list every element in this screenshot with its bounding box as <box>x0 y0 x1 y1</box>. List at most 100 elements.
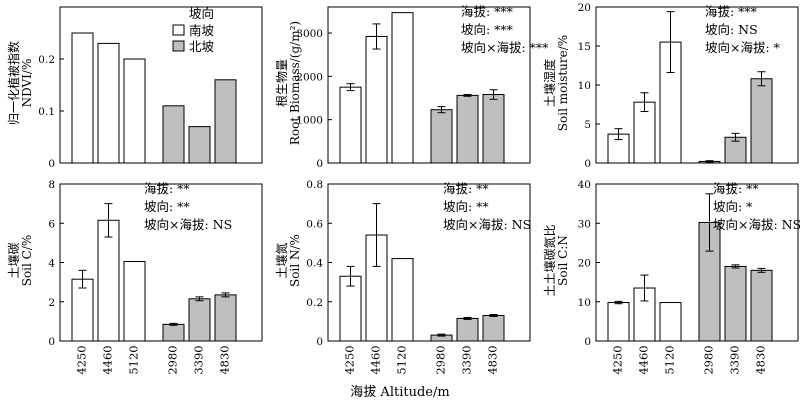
x-tick-label: 4460 <box>369 345 383 374</box>
x-axis-title: 海拔 Altitude/m <box>350 385 449 400</box>
y-axis-label-en: Soil C/% <box>20 235 34 287</box>
x-tick-label: 4460 <box>637 345 651 374</box>
y-tick-label: 40 <box>578 179 591 191</box>
bar-4460 <box>97 42 120 164</box>
bar-3390 <box>456 94 479 164</box>
bar-4250 <box>339 86 362 164</box>
bar-2980 <box>162 323 185 342</box>
stat-annotation: 坡向: *** <box>461 22 514 37</box>
bar-4830 <box>482 94 505 164</box>
x-tick-label: 4250 <box>75 345 89 374</box>
legend-label-south: 南坡 <box>189 23 215 38</box>
bar-2980 <box>430 109 453 164</box>
bar-5120 <box>123 261 146 342</box>
y-tick-label: 0 <box>316 336 323 348</box>
x-tick-label: 4830 <box>486 345 500 374</box>
y-tick-label: 2 <box>48 297 55 309</box>
stat-annotation: 坡向: ** <box>144 199 190 214</box>
panel-5: 0 0.2 0.4 0.6 0.8 4250 4460 5120 2980 3390 4830 土壤氮… <box>274 179 531 375</box>
stat-annotation: 坡向: NS <box>705 22 758 37</box>
y-axis-label-en: NDVI/% <box>20 59 34 108</box>
plot-frame <box>327 6 531 164</box>
y-axis-label-cn: 土壤碳 <box>6 242 21 278</box>
stat-annotation: 海拔: ** <box>713 181 759 196</box>
y-tick-label: 3000 <box>296 28 323 40</box>
x-tick-label: 4460 <box>101 345 115 374</box>
y-tick-label: 10 <box>578 80 591 92</box>
bar-4460 <box>365 35 388 164</box>
y-tick-label: 6 <box>48 218 55 230</box>
y-axis-label-en: Soil N/% <box>288 234 302 287</box>
y-tick-label: 10 <box>578 297 591 309</box>
bar-3390 <box>724 265 747 342</box>
stat-annotation: 海拔: ** <box>144 181 190 196</box>
y-tick-label: 0.6 <box>306 218 323 230</box>
bar-3390 <box>188 126 211 164</box>
plot-frame <box>59 6 263 164</box>
stat-annotation: 坡向×海拔: NS <box>443 217 531 232</box>
stat-annotation: 坡向×海拔: NS <box>713 217 800 232</box>
bar-5120 <box>391 12 414 164</box>
panel-6: 0 10 20 30 40 4250 4460 5120 2980 3390 4830 土土壤碳氮比 S… <box>542 179 800 375</box>
x-tick-label: 3390 <box>192 345 206 374</box>
stat-annotation: 海拔: *** <box>705 4 758 19</box>
bar-4830 <box>750 269 773 342</box>
y-tick-label: 0.2 <box>38 54 55 66</box>
x-tick-label: 5120 <box>395 345 409 374</box>
bar-4830 <box>214 294 237 342</box>
y-axis-label-en: Soil moisture/% <box>556 35 570 131</box>
x-tick-label: 5120 <box>663 345 677 374</box>
y-axis-label-en: Root Biomass/(g/m²) <box>288 21 302 145</box>
y-tick-label: 0 <box>48 336 55 348</box>
x-tick-label: 2980 <box>166 345 180 374</box>
bar-4250 <box>607 302 630 342</box>
y-tick-label: 0 <box>584 158 591 170</box>
y-tick-label: 15 <box>578 41 591 53</box>
bar-4830 <box>214 79 237 164</box>
legend-swatch-south <box>172 24 185 36</box>
stat-annotation: 坡向×海拔: NS <box>144 217 232 232</box>
x-tick-label: 5120 <box>127 345 141 374</box>
bar-4830 <box>750 78 773 164</box>
y-axis-label-cn: 土土壤碳氮比 <box>542 224 557 296</box>
y-axis-label-cn: 归一化植被指数 <box>6 41 21 125</box>
stat-annotation: 海拔: ** <box>443 181 489 196</box>
y-tick-label: 0.1 <box>38 106 55 118</box>
y-tick-label: 0.8 <box>306 179 323 191</box>
y-tick-label: 0 <box>48 158 55 170</box>
x-tick-label: 3390 <box>728 345 742 374</box>
y-axis-label-en: Soil C:N <box>556 235 570 286</box>
y-tick-label: 4 <box>48 258 55 270</box>
bar-5120 <box>123 58 146 164</box>
stat-annotation: 海拔: *** <box>461 4 514 19</box>
x-tick-label: 4830 <box>218 345 232 374</box>
y-tick-label: 8 <box>48 179 55 191</box>
legend: 坡向 南坡 北坡 <box>172 6 215 54</box>
bar-4830 <box>482 314 505 342</box>
bar-3390 <box>188 298 211 342</box>
panel-4: 0 2 4 6 8 4250 4460 5120 2980 3390 4830 土壤碳 Soil C/%… <box>6 179 263 375</box>
y-tick-label: 20 <box>578 258 591 270</box>
x-tick-label: 4830 <box>754 345 768 374</box>
y-tick-label: 5 <box>584 119 591 131</box>
x-tick-label: 2980 <box>434 345 448 374</box>
y-axis-label-cn: 根生物量 <box>275 59 289 107</box>
bar-5120 <box>391 258 414 342</box>
bar-5120 <box>659 302 682 342</box>
legend-swatch-north <box>172 40 185 52</box>
y-axis-label-cn: 土壤湿度 <box>542 59 557 107</box>
bar-4460 <box>97 219 120 342</box>
stat-annotation: 坡向: ** <box>443 199 489 214</box>
y-tick-label: 20 <box>578 2 591 14</box>
x-tick-label: 4250 <box>611 345 625 374</box>
panel-1: 0 0.1 0.2 归一化植被指数 NDVI/% <box>6 6 263 170</box>
panel-3: 0 5 10 15 20 土壤湿度 Soil moisture/% 海拔: *** 坡向: NS… <box>542 2 799 170</box>
y-tick-label: 0 <box>584 336 591 348</box>
y-tick-label: 0.4 <box>306 258 323 270</box>
x-tick-label: 2980 <box>702 345 716 374</box>
stat-annotation: 坡向×海拔: * <box>705 40 781 55</box>
y-tick-label: 30 <box>578 218 591 230</box>
bar-4250 <box>71 32 94 164</box>
